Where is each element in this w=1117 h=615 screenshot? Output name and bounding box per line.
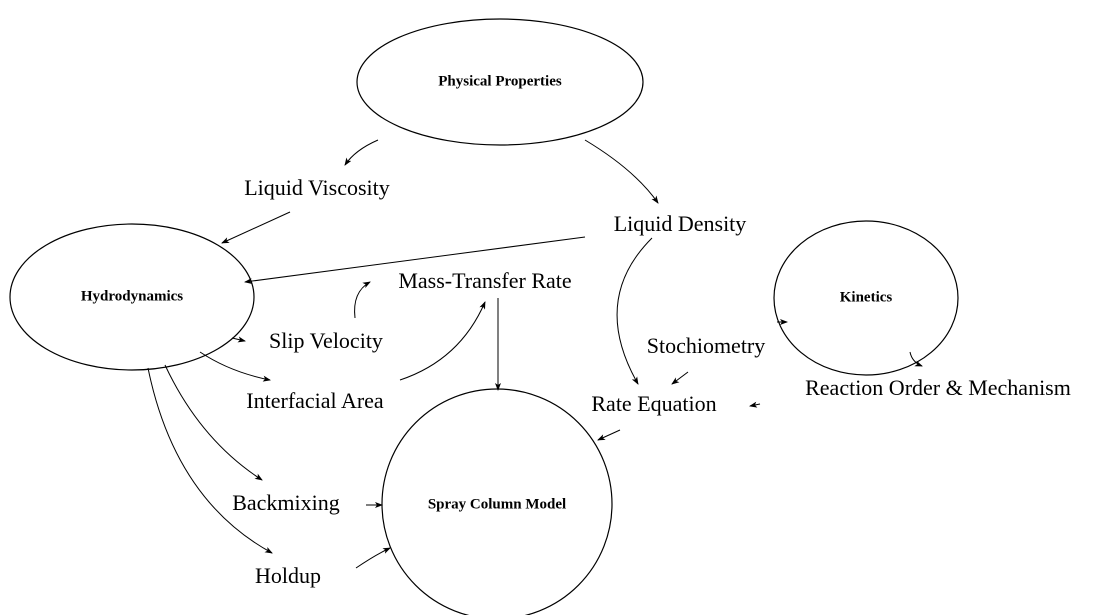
edge (616, 237, 653, 385)
node-label: Stochiometry (647, 333, 766, 358)
edge (164, 364, 263, 481)
edge (749, 401, 761, 408)
node-label: Interfacial Area (246, 388, 384, 413)
node-label: Kinetics (840, 289, 893, 305)
edge (344, 139, 379, 166)
node-label: Rate Equation (591, 391, 716, 416)
node-label: Liquid Viscosity (244, 175, 390, 200)
edge (199, 351, 271, 382)
node-shape (773, 220, 959, 376)
node-label: Physical Properties (438, 73, 562, 89)
edge (231, 336, 246, 343)
edge (147, 367, 273, 554)
edge (221, 211, 291, 244)
edge (399, 301, 486, 381)
edges (147, 139, 923, 569)
edge (909, 351, 923, 367)
edge (584, 139, 659, 204)
edge (671, 371, 689, 385)
edge (354, 281, 371, 319)
node-label: Hydrodynamics (81, 288, 183, 304)
node-label: Slip Velocity (269, 328, 383, 353)
node-label: Mass-Transfer Rate (398, 268, 571, 293)
node-label: Liquid Density (614, 211, 747, 236)
node-label: Backmixing (232, 490, 340, 515)
node-shape (356, 18, 644, 146)
edge (597, 429, 621, 441)
node-label: Spray Column Model (428, 496, 566, 512)
node-shape (9, 223, 255, 371)
edge (244, 236, 586, 285)
node-label: Holdup (255, 563, 321, 588)
edge (355, 547, 391, 569)
node-label: Reaction Order & Mechanism (805, 375, 1071, 400)
